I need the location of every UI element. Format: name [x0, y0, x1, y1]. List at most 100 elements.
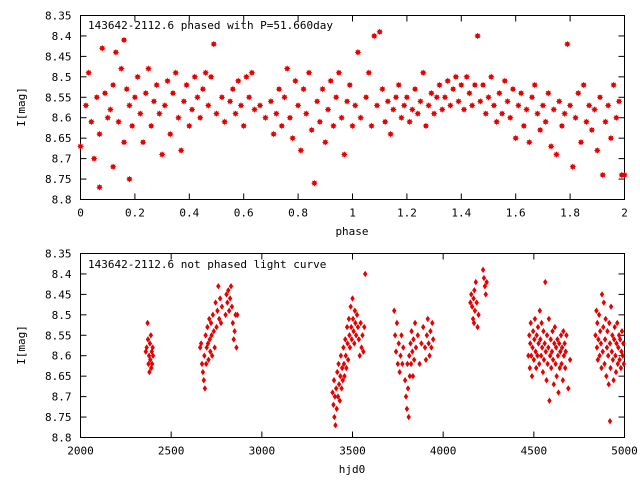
data-point: [460, 106, 468, 113]
data-point: [482, 110, 490, 117]
data-point: [332, 93, 340, 101]
x-tick-label: 3500: [339, 445, 366, 458]
data-point: [613, 352, 618, 359]
data-point: [594, 307, 599, 314]
data-point: [311, 179, 318, 187]
data-point: [143, 348, 148, 355]
data-point: [422, 122, 430, 130]
data-point: [337, 397, 343, 404]
data-point: [466, 89, 473, 97]
data-point: [134, 73, 141, 81]
data-point: [541, 327, 546, 335]
data-point: [349, 323, 354, 331]
data-point: [334, 405, 339, 413]
data-point: [332, 393, 338, 400]
data-point: [417, 98, 424, 105]
data-point: [561, 352, 567, 359]
data-point: [231, 336, 236, 343]
data-point: [147, 368, 152, 376]
y-tick-label: 8.7: [52, 153, 72, 166]
data-point: [607, 134, 615, 142]
data-point: [343, 352, 348, 359]
data-point: [605, 352, 611, 359]
x-tick-label: 1.4: [451, 207, 471, 220]
data-point: [607, 417, 613, 425]
data-point: [341, 151, 348, 158]
x-tick-label: 1.2: [397, 207, 417, 220]
data-point: [596, 336, 601, 343]
data-point: [407, 352, 412, 359]
data-point: [452, 73, 460, 81]
data-point: [212, 344, 217, 351]
data-point: [354, 49, 362, 56]
y-tick-label: 8.35: [45, 248, 72, 261]
data-point: [555, 98, 563, 105]
data-point: [430, 110, 438, 117]
data-point: [349, 122, 356, 130]
data-point: [172, 69, 179, 77]
data-point: [226, 287, 231, 294]
data-point: [82, 102, 90, 109]
data-point: [610, 81, 617, 89]
data-point: [549, 364, 554, 372]
data-point: [384, 98, 392, 105]
data-point: [593, 332, 598, 339]
data-point: [98, 44, 106, 52]
data-point: [109, 163, 117, 171]
data-point: [425, 102, 432, 109]
data-point: [496, 89, 503, 97]
data-point: [359, 344, 364, 351]
data-point: [341, 360, 347, 368]
data-point: [419, 69, 427, 77]
data-point: [104, 114, 111, 122]
data-point: [180, 98, 188, 105]
data-point: [362, 323, 367, 331]
data-point: [399, 332, 404, 339]
data-point: [344, 364, 349, 372]
data-point: [554, 372, 559, 380]
data-point: [205, 340, 211, 347]
data-point: [218, 319, 224, 327]
data-point: [485, 93, 492, 101]
data-point: [539, 344, 545, 351]
data-point: [120, 36, 128, 44]
data-point: [360, 332, 365, 339]
data-point: [208, 319, 214, 327]
data-point: [201, 377, 207, 384]
data-point: [577, 138, 585, 146]
data-point: [471, 81, 479, 89]
data-point: [229, 85, 237, 93]
data-point: [533, 364, 539, 372]
data-point: [131, 93, 139, 101]
data-point: [558, 348, 563, 355]
data-point: [424, 332, 430, 339]
data-point: [403, 393, 409, 400]
data-point: [356, 336, 362, 343]
data-point: [504, 98, 511, 105]
data-point: [601, 299, 607, 306]
data-point: [610, 356, 616, 364]
data-point: [531, 81, 539, 89]
data-point: [351, 102, 359, 109]
data-point: [535, 323, 541, 331]
data-point: [227, 295, 233, 302]
data-point: [216, 283, 221, 290]
data-point: [235, 311, 240, 319]
data-point: [93, 93, 101, 101]
data-point: [422, 344, 428, 351]
data-point: [449, 85, 457, 93]
data-point: [145, 319, 150, 327]
data-point: [598, 327, 603, 335]
data-point: [482, 283, 488, 290]
data-point: [406, 118, 413, 126]
data-point: [175, 114, 182, 122]
data-point: [90, 155, 98, 162]
data-point: [150, 352, 156, 359]
data-point: [330, 389, 335, 396]
data-point: [207, 315, 212, 323]
data-point: [387, 130, 394, 138]
data-point: [595, 356, 601, 364]
data-point: [294, 102, 302, 109]
data-point: [490, 102, 498, 109]
